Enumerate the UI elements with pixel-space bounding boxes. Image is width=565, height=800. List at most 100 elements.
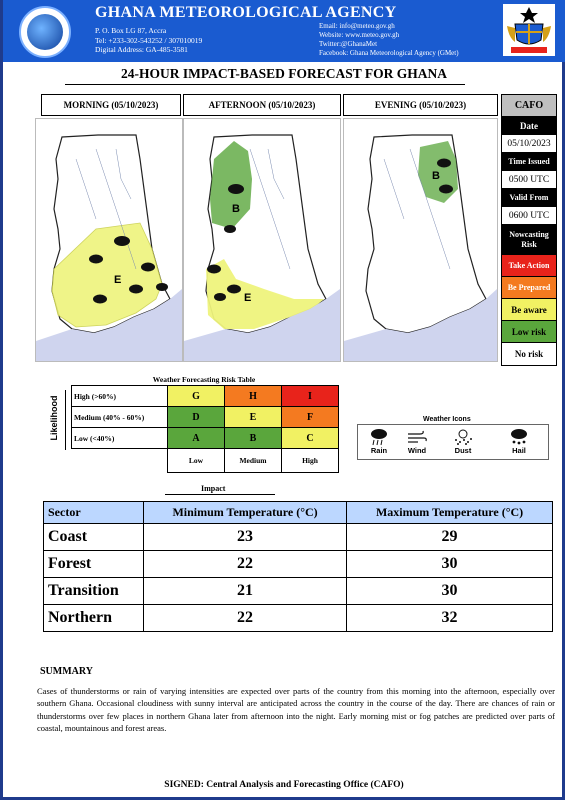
- max-temp: 30: [346, 550, 553, 578]
- time-issued-value: 0500 UTC: [502, 171, 556, 189]
- risk-cell-d: D: [167, 406, 225, 428]
- date-value: 05/10/2023: [502, 135, 556, 153]
- risk-cell-g: G: [167, 385, 225, 407]
- sector-name: Northern: [43, 604, 144, 632]
- ghana-map-evening: B: [344, 119, 497, 361]
- title-underline: [65, 84, 465, 85]
- row-label: High (>60%): [71, 385, 168, 407]
- weather-icon-rain: Rain: [359, 428, 399, 455]
- risk-none: No risk: [502, 343, 556, 365]
- risk-be-aware: Be aware: [502, 299, 556, 321]
- temperature-header-row: Sector Minimum Temperature (°C) Maximum …: [43, 501, 553, 524]
- zone-label-e: E: [244, 292, 251, 304]
- likelihood-arrow: [65, 390, 66, 450]
- website-link[interactable]: Website: www.meteo.gov.gh: [319, 31, 400, 39]
- hail-icon: [511, 429, 527, 445]
- row-label: Low (<40%): [71, 427, 168, 449]
- risk-row-medium: Medium (40% - 60%) D E F: [71, 406, 339, 428]
- temperature-table: Sector Minimum Temperature (°C) Maximum …: [43, 501, 553, 632]
- zone-label-b: B: [232, 203, 240, 215]
- summary-text: Cases of thunderstorms or rain of varyin…: [37, 686, 555, 734]
- risk-row-high: High (>60%) G H I: [71, 385, 339, 407]
- risk-row-low: Low (<40%) A B C: [71, 427, 339, 449]
- table-row: Coast 23 29: [43, 523, 553, 551]
- risk-cell-a: A: [167, 427, 225, 449]
- risk-table-title: Weather Forecasting Risk Table: [152, 375, 256, 384]
- min-temp: 21: [142, 577, 348, 605]
- email-link[interactable]: Email: info@meteo.gov.gh: [319, 22, 395, 30]
- risk-low: Low risk: [502, 321, 556, 343]
- cafo-heading: CAFO: [502, 95, 556, 117]
- agency-name: GHANA METEOROLOGICAL AGENCY: [95, 4, 397, 21]
- max-temp: 29: [346, 523, 553, 551]
- dust-icon: [455, 429, 472, 445]
- zone-label-b: B: [432, 170, 440, 182]
- coat-of-arms-icon: [503, 4, 555, 56]
- facebook-link[interactable]: Facebook: Ghana Meteorological Agency (G…: [319, 49, 459, 57]
- risk-take-action: Take Action: [502, 255, 556, 277]
- sector-name: Transition: [43, 577, 144, 605]
- impact-col-medium: Medium: [224, 448, 282, 473]
- impact-columns-row: Low Medium High: [72, 448, 339, 473]
- max-temp: 32: [346, 604, 553, 632]
- risk-cell-b: B: [224, 427, 282, 449]
- rain-cloud-icon: [371, 429, 387, 446]
- table-row: Northern 22 32: [43, 604, 553, 632]
- risk-cell-c: C: [281, 427, 339, 449]
- header-min-temp: Minimum Temperature (°C): [142, 501, 348, 524]
- likelihood-label: Likelihood: [49, 395, 59, 441]
- address-block: P. O. Box LG 87, Accra Tel: +233-302-543…: [95, 26, 203, 54]
- table-row: Forest 22 30: [43, 550, 553, 578]
- risk-table: High (>60%) G H I Medium (40% - 60%) D E…: [71, 385, 339, 473]
- risk-cell-h: H: [224, 385, 282, 407]
- risk-cell-i: I: [281, 385, 339, 407]
- rain-cloud-icon: [207, 184, 244, 301]
- ghana-map-morning: E: [36, 119, 182, 361]
- valid-from-label: Valid From: [502, 189, 556, 207]
- ghana-map-afternoon: B E: [184, 119, 340, 361]
- weather-icon-dust: Dust: [443, 428, 483, 455]
- impact-arrow: [165, 494, 275, 495]
- summary-heading: SUMMARY: [40, 666, 93, 677]
- row-label: Medium (40% - 60%): [71, 406, 168, 428]
- risk-cell-e: E: [224, 406, 282, 428]
- risk-cell-f: F: [281, 406, 339, 428]
- max-temp: 30: [346, 577, 553, 605]
- header-sector: Sector: [43, 501, 144, 524]
- impact-col-low: Low: [167, 448, 225, 473]
- sector-name: Coast: [43, 523, 144, 551]
- panel-heading-evening: EVENING (05/10/2023): [343, 94, 498, 116]
- map-morning: E: [35, 118, 183, 362]
- valid-from-value: 0600 UTC: [502, 207, 556, 225]
- signature-line: SIGNED: Central Analysis and Forecasting…: [164, 780, 404, 790]
- min-temp: 22: [142, 550, 348, 578]
- time-issued-label: Time Issued: [502, 153, 556, 171]
- impact-col-high: High: [281, 448, 339, 473]
- min-temp: 22: [142, 604, 348, 632]
- header-max-temp: Maximum Temperature (°C): [346, 501, 553, 524]
- rain-cloud-icon: [437, 158, 453, 194]
- nowcasting-risk-label: Nowcasting Risk: [502, 225, 556, 255]
- header-banner: GHANA METEOROLOGICAL AGENCY P. O. Box LG…: [3, 0, 565, 62]
- map-afternoon: B E: [183, 118, 341, 362]
- wind-icon: [408, 430, 427, 443]
- rain-cloud-icon: [89, 236, 168, 304]
- likelihood-axis: Likelihood: [47, 387, 61, 451]
- min-temp: 23: [142, 523, 348, 551]
- impact-label: Impact: [201, 484, 226, 493]
- weather-icon-hail: Hail: [499, 428, 539, 455]
- cafo-key: CAFO Date 05/10/2023 Time Issued 0500 UT…: [501, 94, 557, 366]
- sector-name: Forest: [43, 550, 144, 578]
- table-row: Transition 21 30: [43, 577, 553, 605]
- zone-label-e: E: [114, 274, 121, 286]
- gmet-logo: [19, 6, 71, 58]
- weather-icons-legend: [357, 424, 549, 460]
- page-title: 24-HOUR IMPACT-BASED FORECAST FOR GHANA: [120, 66, 448, 81]
- twitter-link[interactable]: Twitter:@GhanaMet: [319, 40, 378, 48]
- weather-icons-title: Weather Icons: [423, 416, 471, 423]
- panel-heading-afternoon: AFTERNOON (05/10/2023): [183, 94, 341, 116]
- weather-icon-wind: Wind: [397, 428, 437, 455]
- contact-block: Email: info@meteo.gov.gh Website: www.me…: [319, 22, 459, 58]
- date-label: Date: [502, 117, 556, 135]
